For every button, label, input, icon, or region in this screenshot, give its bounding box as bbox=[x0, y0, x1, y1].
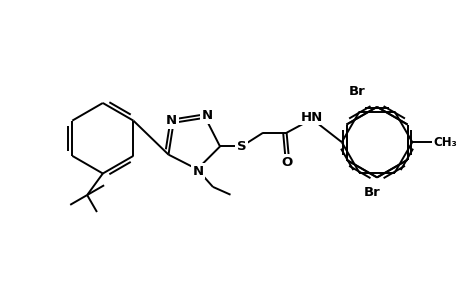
Text: CH₃: CH₃ bbox=[433, 136, 457, 149]
Text: Br: Br bbox=[363, 186, 379, 200]
Text: N: N bbox=[192, 165, 203, 178]
Text: HN: HN bbox=[300, 111, 323, 124]
Text: S: S bbox=[236, 140, 246, 153]
Text: Br: Br bbox=[348, 85, 365, 98]
Text: N: N bbox=[202, 109, 213, 122]
Text: O: O bbox=[280, 156, 291, 169]
Text: N: N bbox=[166, 114, 177, 127]
